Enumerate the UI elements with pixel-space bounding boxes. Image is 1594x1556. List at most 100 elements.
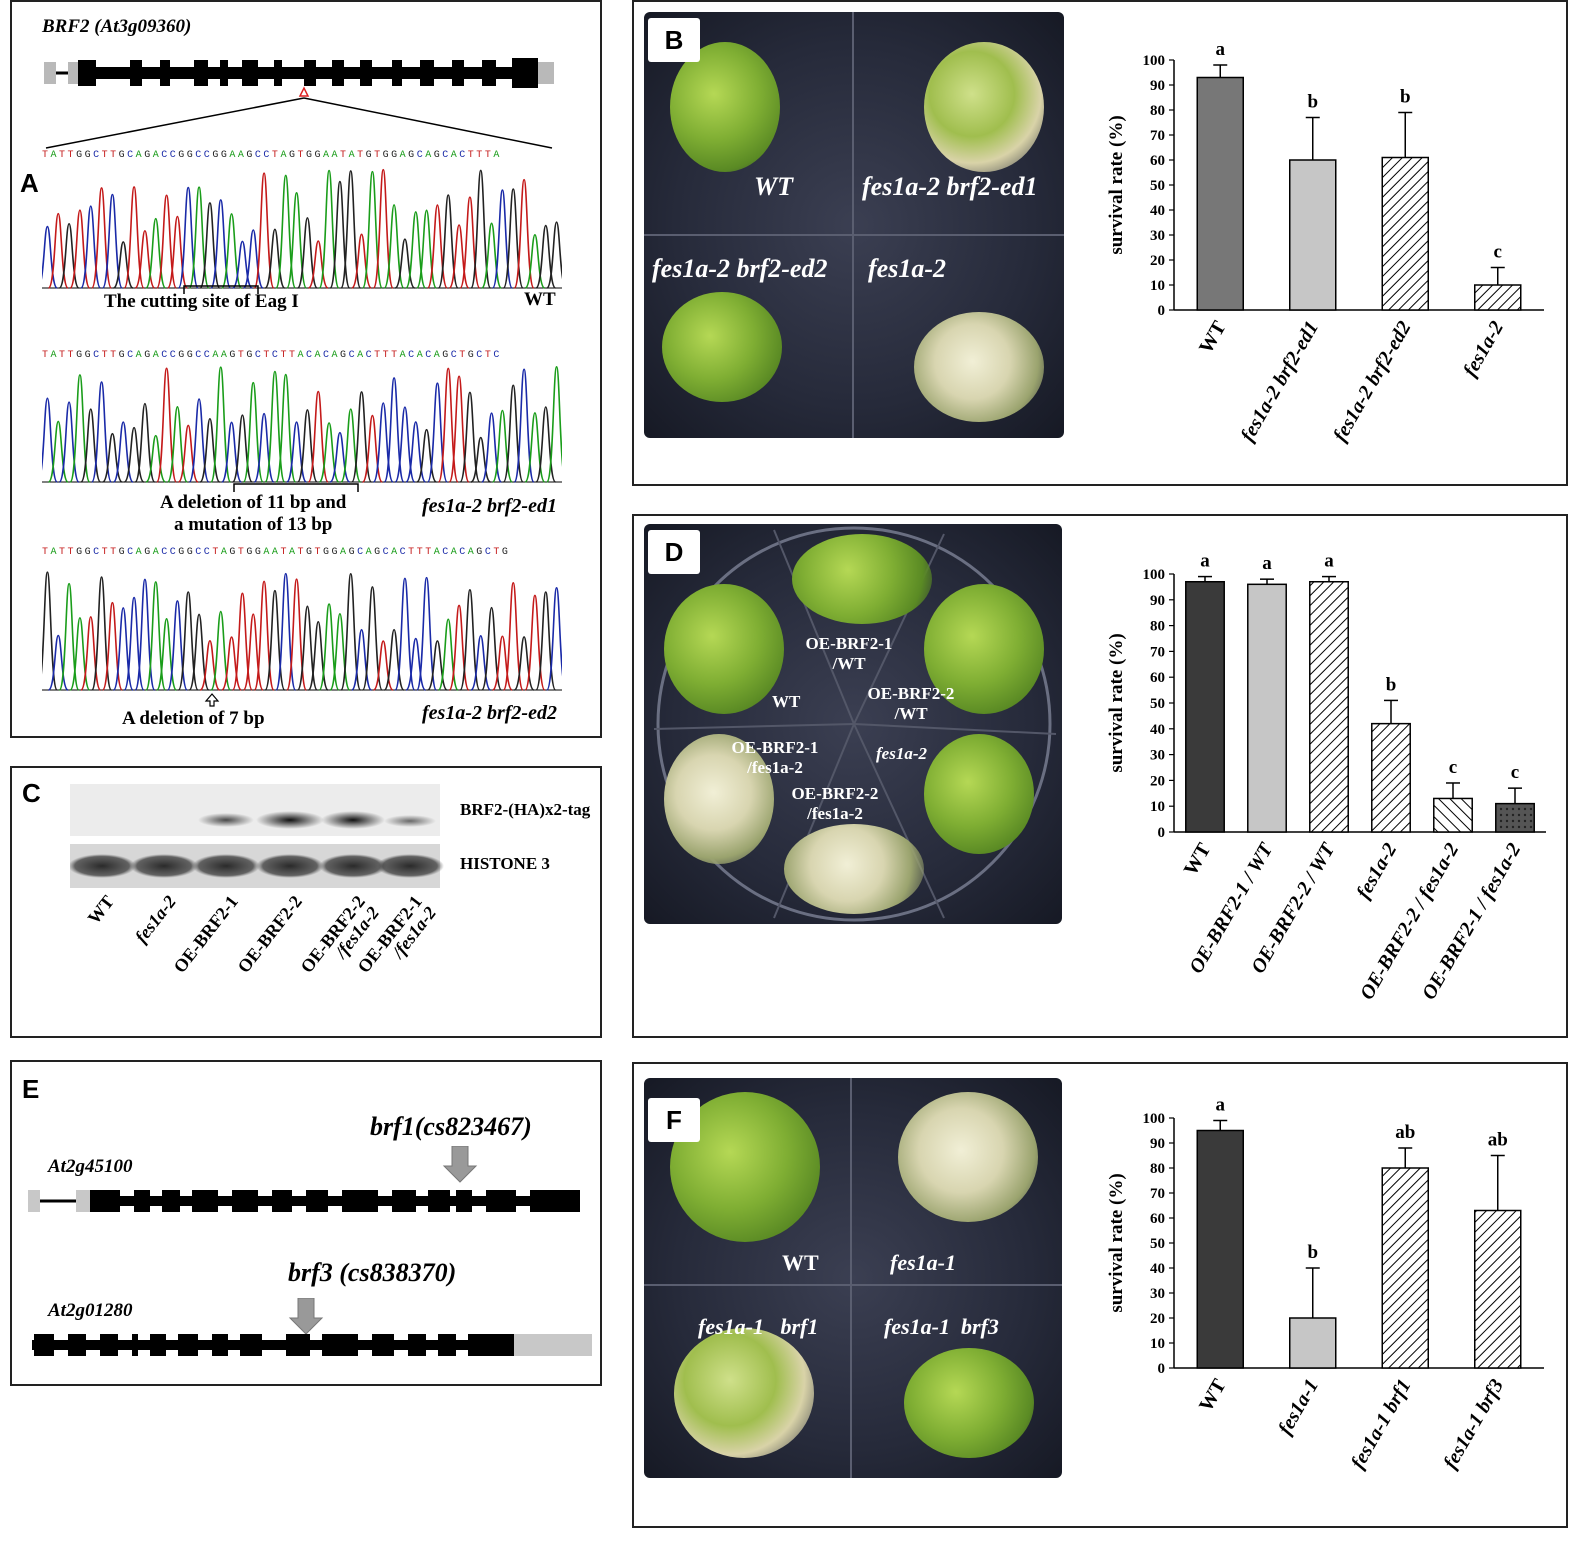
- x-tick-label: fes1a-2: [1459, 318, 1508, 381]
- svg-text:OE-BRF2-1: OE-BRF2-1: [170, 894, 242, 977]
- x-tick-label: fes1a-2 brf2-ed2: [1329, 318, 1416, 446]
- plate-f-label-brf3: fes1a-1 brf3: [884, 1314, 999, 1339]
- brf2-gene-model: [44, 58, 554, 97]
- deletion-bracket-ed1: [233, 483, 359, 492]
- brf1-gene-model: [28, 1146, 580, 1212]
- y-tick-label: 80: [1150, 103, 1165, 119]
- y-tick-label: 50: [1150, 696, 1165, 712]
- panel-a-label: A: [20, 168, 39, 198]
- wt-label: WT: [524, 289, 556, 310]
- y-tick-label: 0: [1158, 825, 1166, 841]
- gene-at2g01280: At2g01280: [48, 1300, 133, 1321]
- x-tick-label: fes1a-2: [1352, 840, 1401, 903]
- panel-e-label: E: [22, 1074, 40, 1104]
- significance-letter: c: [1511, 762, 1519, 783]
- bar: [1196, 76, 1244, 311]
- y-tick-label: 50: [1150, 178, 1165, 194]
- panel-b-label: B: [648, 18, 700, 62]
- y-tick-label: 40: [1150, 722, 1165, 738]
- allele-brf3: brf3 (cs838370): [288, 1258, 457, 1287]
- y-tick-label: 0: [1158, 303, 1166, 319]
- significance-letter: a: [1216, 39, 1226, 60]
- y-tick-label: 10: [1150, 278, 1165, 294]
- significance-letter: ab: [1395, 1122, 1415, 1143]
- y-tick-label: 70: [1150, 644, 1165, 660]
- zoom-lines: [45, 97, 553, 149]
- bar: [1371, 722, 1411, 833]
- sequence-ed2: TATTGGCTTGCAGACCGGCCTAGTGGAATATGTGGAGCAG…: [42, 547, 511, 558]
- significance-letter: a: [1200, 551, 1210, 572]
- western-blot: [70, 784, 444, 888]
- y-tick-label: 80: [1150, 1161, 1165, 1177]
- y-axis-label: survival rate (%): [1106, 633, 1127, 772]
- plate-f-label-fes1a1: fes1a-1: [890, 1250, 956, 1275]
- ed1-note-line1: A deletion of 11 bp and: [160, 492, 347, 513]
- ed2-note: A deletion of 7 bp: [122, 708, 265, 729]
- x-tick-label: fes1a-2 brf2-ed1: [1237, 318, 1324, 446]
- blot-label-histone: HISTONE 3: [460, 854, 550, 873]
- x-tick-label: WT: [1195, 317, 1231, 357]
- panel-d: D OE-BRF2-1 /WT WT OE-BRF2-2 /WT OE-BRF2…: [632, 514, 1568, 1038]
- svg-text:WT: WT: [84, 894, 118, 928]
- y-tick-label: 100: [1143, 567, 1166, 583]
- significance-letter: a: [1262, 553, 1272, 574]
- y-tick-label: 0: [1158, 1361, 1166, 1377]
- petri-plate-d: D OE-BRF2-1 /WT WT OE-BRF2-2 /WT OE-BRF2…: [644, 524, 1062, 924]
- brf3-gene-model: [32, 1298, 592, 1356]
- significance-letter: b: [1307, 92, 1318, 113]
- sequence-ed1: TATTGGCTTGCAGACCGGCCAAGTGCTCTTACACAGCACT…: [42, 350, 502, 361]
- gene-at2g45100: At2g45100: [48, 1156, 133, 1177]
- plate-d-label-fes1a2: fes1a-2: [876, 744, 927, 763]
- plate-f-label-brf1: fes1a-1 brf1: [698, 1314, 819, 1339]
- panel-d-label: D: [648, 530, 700, 574]
- plate-d-label-wt: WT: [772, 692, 801, 711]
- bar: [1247, 583, 1287, 833]
- y-tick-label: 60: [1150, 1211, 1165, 1227]
- y-tick-label: 40: [1150, 203, 1165, 219]
- svg-text:OE-BRF2-2: OE-BRF2-2: [234, 894, 306, 977]
- chromatogram-ed2: [42, 571, 562, 691]
- y-tick-label: 50: [1150, 1236, 1165, 1252]
- bar: [1196, 1129, 1244, 1369]
- allele-brf1: brf1(cs823467): [370, 1112, 532, 1141]
- plate-b-label-ed2: fes1a-2 brf2-ed2: [652, 254, 828, 283]
- x-tick-label: fes1a-1: [1274, 1376, 1323, 1439]
- plate-b-label-fes1a2: fes1a-2: [868, 254, 946, 283]
- blot-lane-label: fes1a-2: [131, 894, 180, 947]
- chromatogram-wt: [42, 168, 562, 289]
- y-tick-label: 20: [1150, 773, 1165, 789]
- petri-plate-f: F WT fes1a-1 fes1a-1 brf1 fes1a-1 brf3: [644, 1078, 1062, 1478]
- significance-letter: b: [1386, 674, 1397, 695]
- y-tick-label: 100: [1143, 53, 1166, 69]
- survival-chart-d: 0 10 20 30 40 50 60 70 80 90 100 survival rate (%) a…: [1106, 551, 1546, 1004]
- plate-d-label-oe2-wt: OE-BRF2-2 /WT: [867, 684, 955, 723]
- y-tick-label: 20: [1150, 253, 1165, 269]
- ed1-note-line2: a mutation of 13 bp: [174, 514, 333, 535]
- bar: [1381, 1167, 1429, 1369]
- y-tick-label: 60: [1150, 670, 1165, 686]
- x-tick-label: fes1a-1 brf1: [1347, 1376, 1416, 1473]
- blot-lane-label: OE-BRF2-2: [234, 894, 306, 977]
- y-tick-label: 90: [1150, 78, 1165, 94]
- y-tick-label: 20: [1150, 1311, 1165, 1327]
- cut-site-caption: The cutting site of Eag I: [104, 291, 299, 312]
- y-tick-label: 30: [1150, 748, 1165, 764]
- ed2-genotype-label: fes1a-2 brf2-ed2: [422, 702, 557, 724]
- y-tick-label: 100: [1143, 1111, 1166, 1127]
- plate-d-label-oe2-fes: OE-BRF2-2 /fes1a-2: [791, 784, 879, 823]
- deletion-arrow-ed2: [204, 693, 220, 707]
- bar: [1495, 802, 1535, 833]
- panel-c-label: C: [22, 778, 41, 808]
- chromatogram-ed1: [42, 365, 562, 483]
- y-tick-label: 30: [1150, 1286, 1165, 1302]
- bar: [1185, 580, 1225, 833]
- panel-e: E brf1(cs823467) At2g45100 brf3 (cs83837…: [10, 1060, 602, 1386]
- bar: [1381, 156, 1429, 311]
- x-tick-label: WT: [1180, 839, 1216, 879]
- x-tick-label: fes1a-1 brf3: [1439, 1376, 1508, 1473]
- blot-lane-label: OE-BRF2-1: [170, 894, 242, 977]
- significance-letter: a: [1324, 551, 1334, 572]
- y-tick-label: 80: [1150, 619, 1165, 635]
- plate-b-label-ed1: fes1a-2 brf2-ed1: [862, 172, 1038, 201]
- y-tick-label: 90: [1150, 1136, 1165, 1152]
